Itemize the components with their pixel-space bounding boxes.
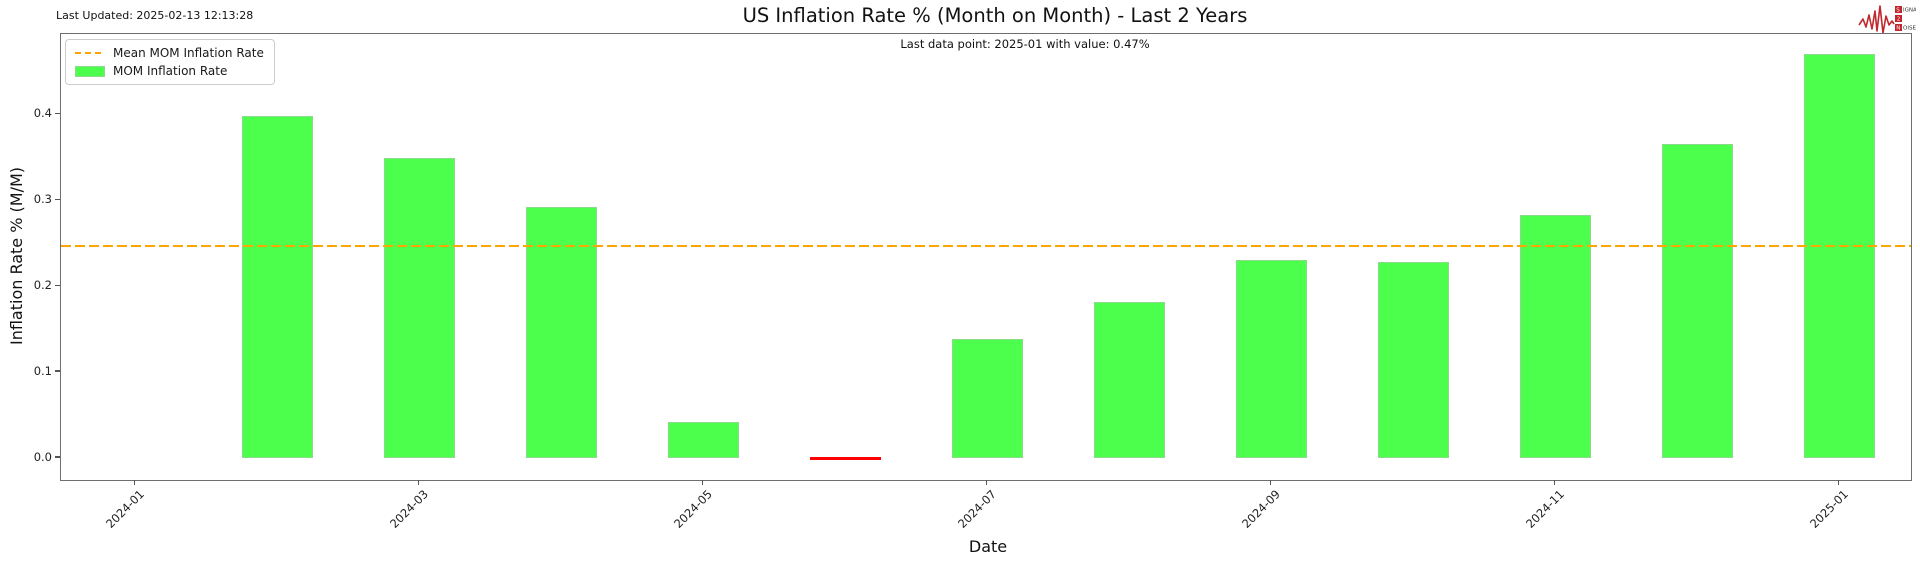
bar-2024-08	[1094, 301, 1165, 458]
y-tick-mark	[55, 456, 60, 458]
x-tick-label: 2024-11	[1523, 487, 1568, 531]
mom-bar-legend-swatch	[75, 65, 105, 77]
bar-2025-01	[1804, 54, 1875, 458]
bar-2024-12	[1662, 143, 1733, 458]
bar-2024-07	[952, 338, 1023, 458]
x-tick-mark	[1553, 480, 1556, 485]
bar-2024-05	[668, 421, 739, 458]
x-tick-label: 2024-01	[103, 487, 148, 531]
x-tick-label: 2025-01	[1807, 487, 1852, 531]
bar-2024-03	[384, 158, 455, 458]
x-tick-mark	[1269, 480, 1272, 485]
logo-row-2: 2	[1897, 17, 1901, 23]
bar-2024-02	[242, 116, 313, 458]
x-tick-mark	[133, 480, 136, 485]
x-tick-mark	[1837, 480, 1840, 485]
y-tick-mark	[55, 284, 60, 286]
chart-title: US Inflation Rate % (Month on Month) - L…	[742, 4, 1248, 27]
logo-row-noise: OISE	[1903, 26, 1916, 32]
logo-letter-s: S	[1896, 8, 1900, 14]
x-tick-label: 2024-09	[1239, 487, 1284, 531]
y-tick-mark	[55, 112, 60, 115]
y-tick-label: 0.1	[33, 364, 52, 379]
y-tick-label: 0.4	[33, 106, 52, 121]
y-axis-label: Inflation Rate % (M/M)	[7, 166, 26, 346]
x-tick-label: 2024-07	[955, 487, 1000, 531]
bar-2024-10	[1378, 262, 1449, 458]
plot-area	[60, 33, 1912, 481]
heartbeat-waveform-icon	[1858, 5, 1895, 34]
bar-2024-04	[526, 207, 597, 458]
legend-label-mean: Mean MOM Inflation Rate	[113, 46, 264, 60]
mean-line	[61, 244, 1911, 247]
legend-item-mean: Mean MOM Inflation Rate	[75, 46, 264, 60]
legend-label-mom: MOM Inflation Rate	[113, 64, 228, 78]
bar-2024-11	[1520, 214, 1591, 458]
brand-logo: S IGNAL 2 N OISE	[1858, 5, 1916, 34]
y-tick-label: 0.3	[33, 192, 52, 207]
last-updated-text: Last Updated: 2025-02-13 12:13:28	[56, 9, 254, 22]
legend: Mean MOM Inflation Rate MOM Inflation Ra…	[65, 39, 275, 85]
y-tick-label: 0.0	[33, 450, 52, 464]
logo-row-signal: IGNAL	[1903, 8, 1916, 14]
x-tick-label: 2024-05	[671, 487, 716, 531]
x-tick-mark	[985, 480, 988, 485]
mean-line-legend-swatch	[75, 52, 105, 54]
x-tick-label: 2024-03	[387, 487, 432, 531]
x-axis-label: Date	[968, 537, 1008, 556]
y-tick-mark	[55, 370, 60, 372]
x-tick-mark	[417, 480, 420, 485]
last-data-point-annotation: Last data point: 2025-01 with value: 0.4…	[900, 37, 1150, 51]
bar-2024-09	[1236, 259, 1307, 458]
x-tick-mark	[701, 480, 704, 485]
y-tick-label: 0.2	[33, 278, 52, 293]
y-tick-mark	[55, 198, 60, 200]
logo-letter-n: N	[1896, 26, 1900, 32]
legend-item-mom: MOM Inflation Rate	[75, 64, 264, 78]
zero-bar-2024-06	[810, 456, 881, 460]
